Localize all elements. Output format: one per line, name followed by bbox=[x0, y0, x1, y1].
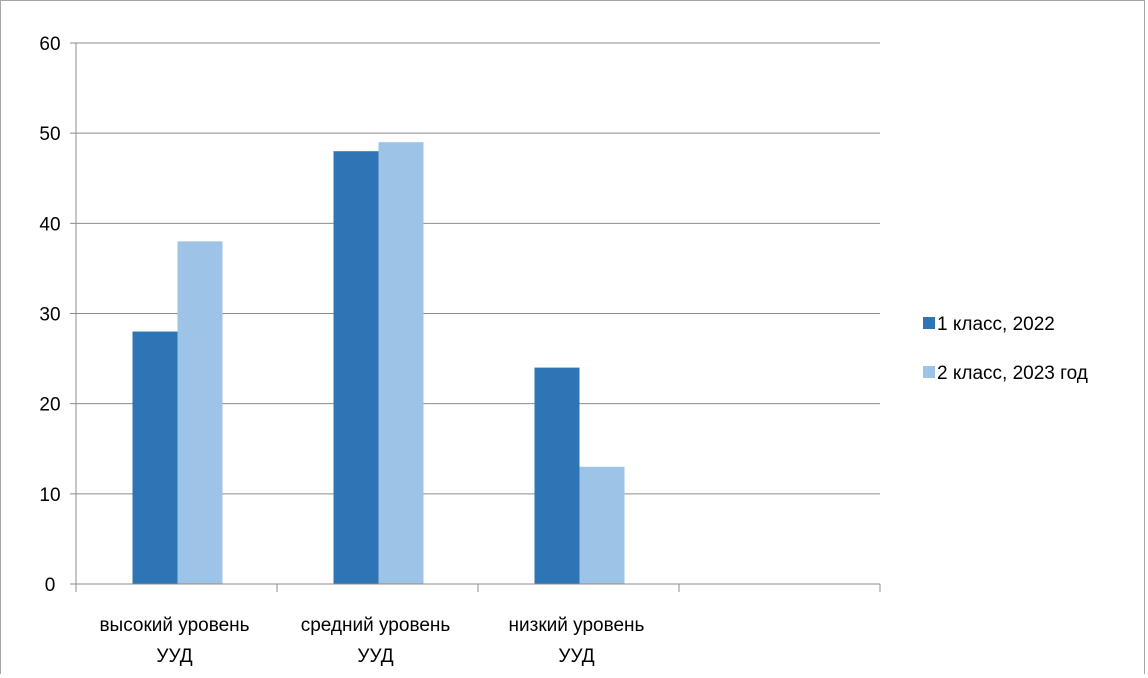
legend: 1 класс, 2022 2 класс, 2023 год bbox=[923, 314, 1088, 384]
bar-series2-cat1 bbox=[177, 241, 223, 584]
axes bbox=[70, 42, 881, 592]
x-category-labels: высокий уровень УУД средний уровень УУД низк… bbox=[99, 615, 644, 667]
y-tick-label: 20 bbox=[39, 395, 60, 416]
legend-label: 2 класс, 2023 год bbox=[937, 363, 1088, 384]
x-category-label: высокий уровень bbox=[99, 615, 249, 636]
y-tick-label: 10 bbox=[39, 485, 60, 506]
y-tick-label: 50 bbox=[39, 124, 60, 145]
legend-label: 1 класс, 2022 bbox=[937, 314, 1055, 335]
x-category-label: УУД bbox=[357, 646, 393, 667]
x-category-label: УУД bbox=[558, 646, 594, 667]
legend-swatch bbox=[923, 317, 935, 329]
bar-series1-cat2 bbox=[333, 151, 379, 584]
y-tick-label: 40 bbox=[39, 214, 60, 235]
y-tick-label: 0 bbox=[45, 575, 56, 596]
x-category-label: средний уровень bbox=[301, 615, 451, 636]
bar-series1-cat3 bbox=[534, 367, 580, 584]
bar-series2-cat3 bbox=[579, 466, 625, 584]
legend-swatch bbox=[923, 366, 935, 378]
bars bbox=[132, 142, 625, 584]
x-category-label: низкий уровень bbox=[509, 615, 645, 636]
y-tick-label: 30 bbox=[39, 305, 60, 326]
x-category-label: УУД bbox=[156, 646, 192, 667]
y-tick-labels: 0 10 20 30 40 50 60 bbox=[39, 34, 60, 596]
bar-series1-cat1 bbox=[132, 331, 178, 584]
bar-series2-cat2 bbox=[378, 142, 424, 584]
y-tick-label: 60 bbox=[39, 34, 60, 55]
